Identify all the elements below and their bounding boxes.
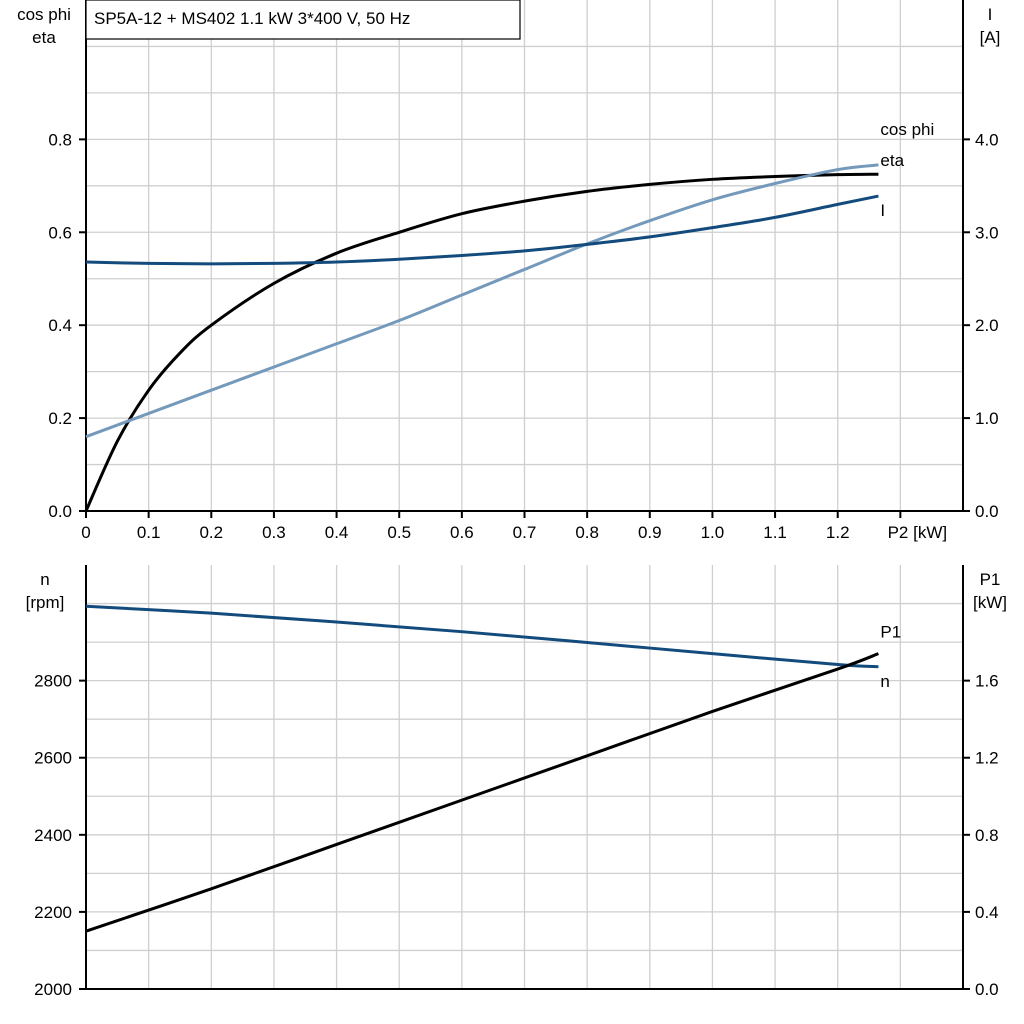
right-tick-label: 2.0 — [975, 316, 999, 335]
right-axis-label-line2: [A] — [980, 28, 1001, 47]
chart-title-box — [85, 0, 521, 40]
series-line-eta — [84, 172, 879, 512]
left-tick-label: 0.4 — [48, 316, 72, 335]
right-tick-label: 0.8 — [975, 826, 999, 845]
x-tick-label: 1.0 — [701, 523, 725, 542]
right-tick-label: 0.4 — [975, 903, 999, 922]
left-tick-label: 2400 — [34, 826, 72, 845]
left-axis-label-line1: cos phi — [17, 5, 71, 24]
series-label-n: n — [880, 672, 889, 691]
series-label-cos-phi: cos phi — [880, 120, 934, 139]
x-tick-label: 0.3 — [262, 523, 286, 542]
series-line-cos-phi — [85, 163, 879, 439]
left-tick-label: 0.2 — [48, 409, 72, 428]
x-tick-label: 0.4 — [325, 523, 349, 542]
x-tick-label: 0.8 — [575, 523, 599, 542]
left-tick-label: 0.8 — [48, 130, 72, 149]
right-axis-label-line2: [kW] — [973, 593, 1007, 612]
left-tick-label: 2000 — [34, 980, 72, 999]
x-tick-label: 0.2 — [199, 523, 223, 542]
x-tick-label: 0.5 — [387, 523, 411, 542]
left-axis-label-line2: [rpm] — [26, 593, 65, 612]
x-tick-label: 0.1 — [137, 523, 161, 542]
right-axis-label-line1: P1 — [980, 570, 1001, 589]
x-tick-label: 0.6 — [450, 523, 474, 542]
right-tick-label: 3.0 — [975, 223, 999, 242]
left-axis-label-line1: n — [40, 570, 49, 589]
x-tick-label: 0 — [81, 523, 90, 542]
series-label-i: I — [880, 201, 885, 220]
chart-title: SP5A-12 + MS402 1.1 kW 3*400 V, 50 Hz — [94, 9, 410, 28]
series-line-i — [85, 194, 879, 266]
x-tick-label: 1.1 — [763, 523, 787, 542]
x-tick-label: 0.9 — [638, 523, 662, 542]
left-tick-label: 2800 — [34, 672, 72, 691]
x-tick-label: 1.2 — [826, 523, 850, 542]
right-tick-label: 1.6 — [975, 672, 999, 691]
right-tick-label: 0.0 — [975, 980, 999, 999]
right-axis-label-line1: I — [988, 5, 993, 24]
left-tick-label: 0.6 — [48, 223, 72, 242]
right-tick-label: 1.0 — [975, 409, 999, 428]
right-tick-label: 4.0 — [975, 130, 999, 149]
series-line-p1 — [85, 652, 879, 933]
left-tick-label: 0.0 — [48, 502, 72, 521]
right-tick-label: 1.2 — [975, 749, 999, 768]
x-axis-label: P2 [kW] — [888, 523, 948, 542]
series-line-n — [85, 604, 879, 669]
series-label-p1: P1 — [880, 623, 901, 642]
left-axis-label-line2: eta — [32, 28, 56, 47]
x-tick-label: 0.7 — [513, 523, 537, 542]
left-tick-label: 2600 — [34, 749, 72, 768]
left-tick-label: 2200 — [34, 903, 72, 922]
series-label-eta: eta — [880, 151, 904, 170]
right-tick-label: 0.0 — [975, 502, 999, 521]
